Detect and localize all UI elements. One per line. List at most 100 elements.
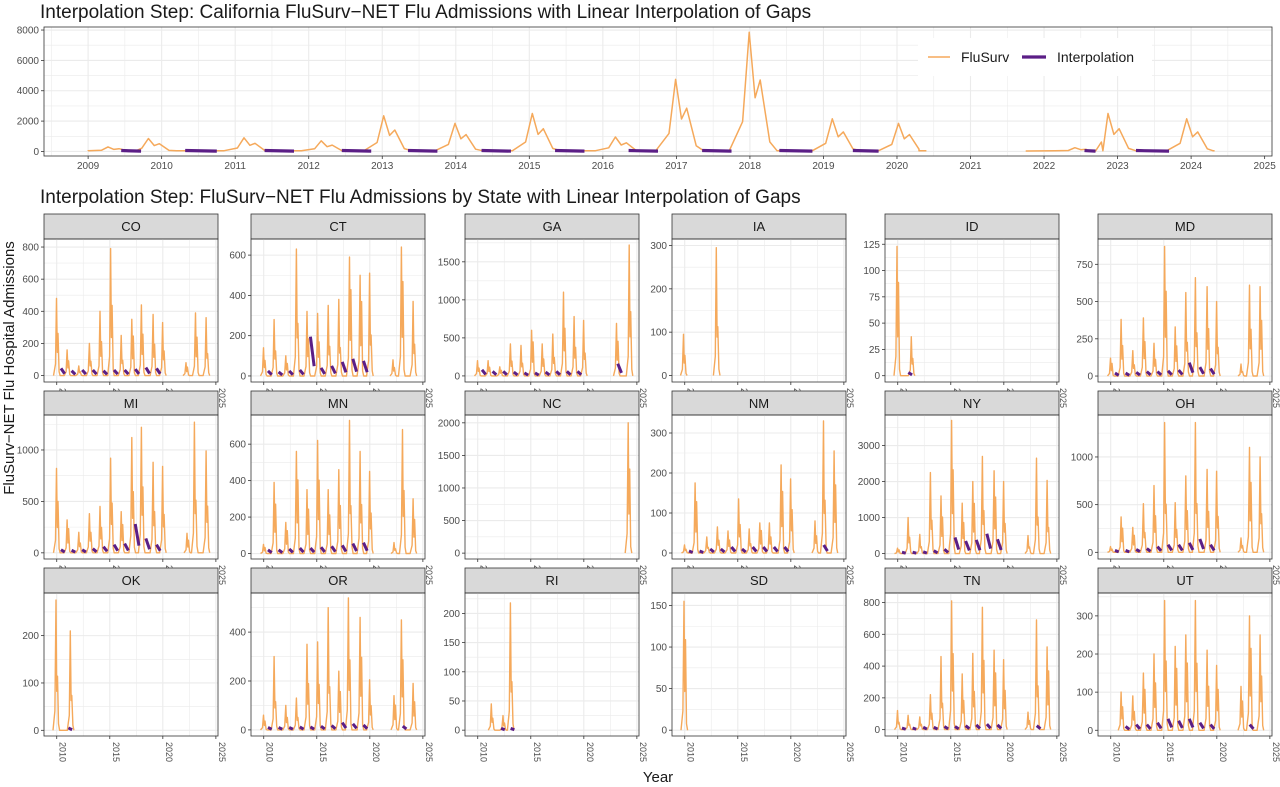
interpolation-segment <box>319 546 326 553</box>
y-tick-label: 1000 <box>17 445 40 456</box>
interpolation-segment <box>81 548 87 554</box>
facet-strip <box>1097 390 1273 416</box>
interpolation-segment <box>1135 723 1142 730</box>
x-tick-label: 2010 <box>1112 742 1122 762</box>
x-tick-label: 2020 <box>1005 742 1015 762</box>
interpolation-segment <box>362 541 369 552</box>
facet-strip <box>43 567 219 594</box>
california-panel: 0 2000 4000 6000 8000 2009 2010 2011 2012 2013 201… <box>17 26 1276 172</box>
interpolation-segment <box>121 148 142 153</box>
facet-strip <box>250 213 426 240</box>
facet-chart-title: Interpolation Step: FluSurv−NET Flu Admi… <box>40 187 801 208</box>
interpolation-segment <box>1198 538 1205 550</box>
interpolation-segment <box>912 550 917 555</box>
x-tick-label: 2012 <box>298 161 321 172</box>
interpolation-segment <box>1156 545 1163 552</box>
interpolation-segment <box>330 545 337 553</box>
facet-strip-label: OR <box>328 573 348 588</box>
interpolation-segment <box>123 368 130 376</box>
y-tick-label: 200 <box>229 331 246 342</box>
interpolation-segment <box>1177 543 1184 552</box>
interpolation-segment <box>309 547 316 554</box>
interpolation-segment <box>762 546 769 553</box>
interpolation-segment <box>907 371 913 377</box>
interpolation-segment <box>1084 148 1096 153</box>
x-tick-label: 2025 <box>217 565 227 585</box>
interpolation-segment <box>351 722 358 730</box>
interpolation-segment <box>512 370 519 377</box>
panel-border <box>671 414 847 560</box>
flusurv-series-line <box>87 31 927 152</box>
interpolation-segment <box>779 148 813 153</box>
x-tick-label: 2010 <box>686 742 696 762</box>
panel-ia: IA01002003002010201520202025 <box>650 213 855 408</box>
facet-strip <box>884 213 1060 240</box>
interpolation-segment <box>341 721 348 729</box>
interpolation-segment <box>299 725 305 731</box>
interpolation-segment <box>144 537 151 550</box>
interpolation-segment <box>1177 369 1184 376</box>
y-tick-label: 400 <box>229 476 246 487</box>
interpolation-segment <box>544 370 551 377</box>
y-tick-label: 500 <box>443 333 460 344</box>
y-tick-label: 0 <box>33 726 39 737</box>
y-tick-label: 0 <box>33 371 39 382</box>
interpolation-segment <box>319 367 327 375</box>
y-tick-label: 400 <box>229 628 246 639</box>
x-tick-label: 2010 <box>58 742 68 762</box>
top-chart-title: Interpolation Step: California FluSurv−N… <box>40 2 811 23</box>
y-tick-label: 500 <box>1076 500 1093 511</box>
y-tick-label: 100 <box>443 667 460 678</box>
x-tick-label: 2020 <box>792 742 802 762</box>
flusurv-series-line <box>681 464 795 554</box>
y-tick-label: 0 <box>874 371 880 382</box>
y-tick-label: 250 <box>1076 334 1093 345</box>
y-tick-label: 0 <box>661 371 667 382</box>
panel-border <box>464 238 640 383</box>
flusurv-series-line <box>624 422 633 554</box>
interpolation-segment <box>330 365 337 375</box>
y-tick-label: 125 <box>863 240 880 251</box>
x-tick-label: 2018 <box>739 161 762 172</box>
legend-label-interpolation: Interpolation <box>1057 49 1134 65</box>
facet-strip-label: OH <box>1175 396 1195 411</box>
panel-border <box>43 26 1273 157</box>
y-tick-label: 0 <box>1087 548 1093 559</box>
x-tick-label: 2025 <box>1271 742 1280 762</box>
interpolation-segment <box>523 371 529 377</box>
interpolation-segment <box>288 369 294 376</box>
interpolation-segment <box>351 358 359 373</box>
x-tick-label: 2010 <box>151 161 174 172</box>
flusurv-series-line <box>712 247 721 376</box>
x-tick-label: 2020 <box>1218 742 1228 762</box>
flusurv-series-line <box>182 312 211 377</box>
panel-border <box>884 238 1060 383</box>
interpolation-segment <box>1114 549 1120 554</box>
facet-strip-label: CT <box>329 219 346 234</box>
interpolation-segment <box>565 370 572 376</box>
y-tick-label: 75 <box>869 292 881 303</box>
x-tick-label: 2025 <box>845 742 855 762</box>
interpolation-segment <box>91 547 98 553</box>
interpolation-segment <box>1124 371 1131 377</box>
y-tick-label: 50 <box>869 319 881 330</box>
y-tick-label: 2000 <box>17 117 40 128</box>
y-tick-label: 300 <box>650 241 667 252</box>
panel-ny: NY01000200030002010201520202025 <box>858 390 1068 585</box>
x-tick-label: 2015 <box>952 742 962 762</box>
x-tick-label: 2025 <box>424 565 434 585</box>
facet-strip-label: MD <box>1175 219 1195 234</box>
flusurv-series-line <box>260 419 374 555</box>
interpolation-segment <box>298 368 305 376</box>
flusurv-series-line <box>259 597 374 731</box>
interpolation-segment <box>481 148 511 153</box>
panel-nc: NC05001000150020002010201520202025 <box>438 390 648 585</box>
interpolation-segment <box>1187 718 1195 729</box>
x-tick-label: 2015 <box>1165 742 1175 762</box>
y-tick-label: 750 <box>1076 260 1093 271</box>
y-tick-label: 600 <box>229 251 246 262</box>
interpolation-segment <box>502 370 508 376</box>
interpolation-segment <box>985 723 992 730</box>
panel-border <box>1097 592 1273 737</box>
y-tick-label: 200 <box>650 284 667 295</box>
